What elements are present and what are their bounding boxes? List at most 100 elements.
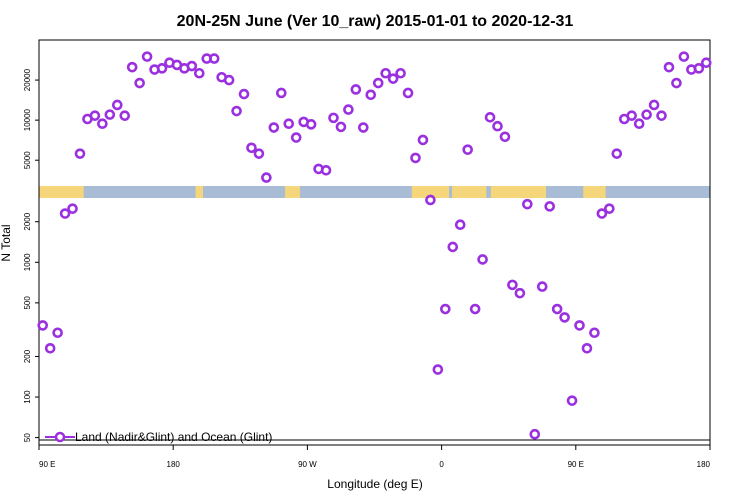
data-point xyxy=(551,303,563,315)
y-tick-label: 10000 xyxy=(23,108,32,131)
data-point xyxy=(656,110,667,121)
map-band-land xyxy=(583,186,606,198)
data-point xyxy=(454,219,466,231)
data-point xyxy=(469,303,481,315)
map-band-land xyxy=(452,186,487,198)
data-point xyxy=(305,119,317,130)
data-point xyxy=(193,67,205,79)
y-tick-label: 200 xyxy=(23,349,32,363)
data-point xyxy=(514,287,526,299)
x-tick-label: 90 W xyxy=(298,460,317,469)
y-tick-label: 50 xyxy=(23,433,32,442)
data-point xyxy=(283,118,295,130)
data-point xyxy=(186,60,198,72)
map-band-land xyxy=(411,186,450,198)
data-point xyxy=(44,343,56,354)
y-axis-label: N Total xyxy=(0,224,13,261)
data-point xyxy=(462,144,473,155)
data-point xyxy=(231,105,242,117)
x-tick-label: 0 xyxy=(439,460,444,469)
y-tick-label: 5000 xyxy=(23,151,32,169)
data-point xyxy=(335,121,347,133)
data-point xyxy=(678,51,690,62)
data-point xyxy=(350,84,362,95)
data-point xyxy=(492,120,503,132)
data-point xyxy=(290,132,302,143)
y-tick-label: 1000 xyxy=(23,253,32,271)
data-point xyxy=(380,67,391,79)
legend-marker xyxy=(54,431,66,443)
data-point xyxy=(604,203,615,214)
data-point xyxy=(111,99,123,111)
data-point xyxy=(223,74,235,86)
data-point xyxy=(559,312,570,323)
data-point xyxy=(611,148,623,159)
data-point xyxy=(268,122,280,133)
data-point xyxy=(208,53,220,64)
data-point xyxy=(529,428,541,440)
data-point xyxy=(59,208,71,219)
data-point xyxy=(700,57,712,69)
data-point xyxy=(522,198,533,210)
data-point xyxy=(425,194,436,206)
data-point xyxy=(119,110,131,121)
data-point xyxy=(372,77,384,89)
data-point xyxy=(566,395,578,406)
data-point xyxy=(417,134,429,146)
data-point xyxy=(581,343,593,354)
x-tick-label: 180 xyxy=(167,460,181,469)
data-point xyxy=(52,327,63,339)
y-tick-label: 500 xyxy=(23,296,32,310)
data-point xyxy=(156,63,168,74)
map-band xyxy=(39,186,710,198)
data-point xyxy=(410,152,421,164)
plot-frame xyxy=(38,39,711,446)
data-point xyxy=(507,279,518,291)
data-point xyxy=(671,77,682,89)
data-point xyxy=(343,104,354,115)
data-point xyxy=(320,164,332,176)
data-point xyxy=(276,87,287,99)
data-point xyxy=(328,112,339,124)
data-point xyxy=(484,112,496,123)
data-point xyxy=(440,303,451,315)
data-point xyxy=(402,87,414,99)
data-point xyxy=(395,67,406,79)
data-point xyxy=(358,122,369,133)
data-point xyxy=(633,118,645,130)
data-point xyxy=(97,118,108,130)
data-point xyxy=(246,142,257,154)
data-point xyxy=(648,99,660,111)
map-band-land xyxy=(39,186,84,198)
data-point xyxy=(574,320,585,331)
data-point xyxy=(693,63,705,74)
data-point xyxy=(447,241,459,253)
data-point xyxy=(663,61,675,73)
data-point xyxy=(37,320,49,331)
data-point xyxy=(126,61,138,73)
x-tick-label: 180 xyxy=(697,460,711,469)
data-point xyxy=(596,208,608,219)
y-tick-label: 100 xyxy=(23,390,32,404)
data-point xyxy=(104,109,116,120)
data-point xyxy=(134,77,145,89)
x-axis: 90 E 180 90 W 0 90 E 180 xyxy=(38,445,711,469)
legend: Land (Nadir&Glint) and Ocean (Glint) xyxy=(45,430,272,444)
data-point xyxy=(589,327,600,339)
legend-label: Land (Nadir&Glint) and Ocean (Glint) xyxy=(75,430,272,444)
data-point xyxy=(74,148,86,159)
chart-title: 20N-25N June (Ver 10_raw) 2015-01-01 to … xyxy=(177,13,574,30)
data-point xyxy=(432,364,444,375)
y-axis: 5000 10000 20000 50 100 200 500 1000 2000 xyxy=(23,68,39,442)
x-tick-label: 90 E xyxy=(39,460,55,469)
data-point xyxy=(499,131,511,143)
data-point xyxy=(477,254,488,265)
map-band-land xyxy=(195,186,204,198)
data-point xyxy=(641,109,652,120)
map-band-land xyxy=(490,186,546,198)
data-point xyxy=(387,73,399,84)
data-point xyxy=(536,281,548,292)
data-point xyxy=(141,51,153,62)
x-tick-label: 90 E xyxy=(568,460,584,469)
